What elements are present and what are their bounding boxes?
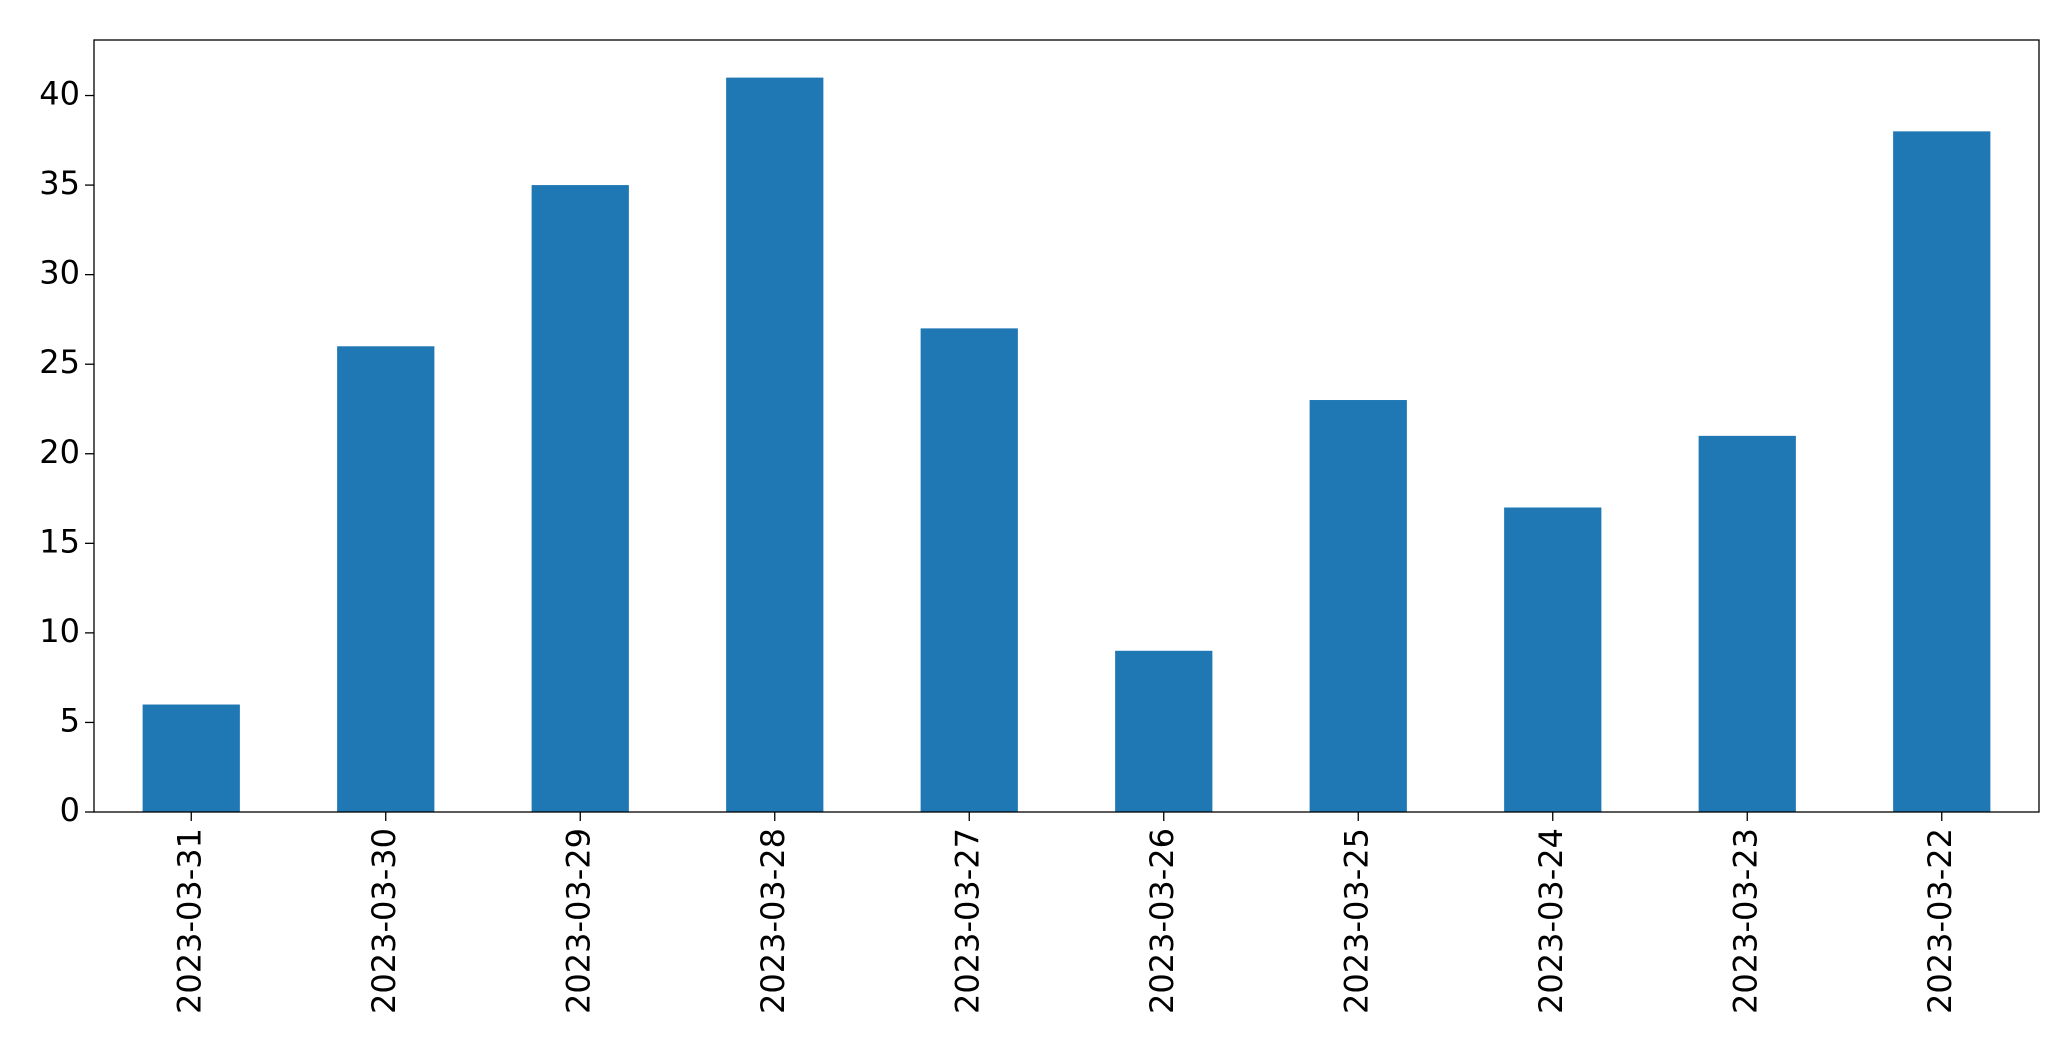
- bar: [1309, 400, 1407, 812]
- y-tick-label: 35: [39, 164, 80, 202]
- y-tick-label: 40: [39, 75, 80, 113]
- y-tick-label: 15: [39, 522, 80, 560]
- bar: [1504, 507, 1602, 812]
- y-tick-label: 20: [39, 433, 80, 471]
- bar: [920, 328, 1018, 812]
- x-tick-label: 2023-03-31: [170, 828, 208, 1014]
- x-tick-label: 2023-03-28: [754, 828, 792, 1014]
- plot-frame: [93, 39, 2040, 813]
- x-tick-label: 2023-03-29: [559, 828, 597, 1014]
- bar: [1115, 650, 1213, 812]
- x-tick-label: 2023-03-24: [1532, 828, 1570, 1014]
- bar: [1698, 435, 1796, 812]
- bar: [726, 77, 824, 812]
- x-tick-label: 2023-03-22: [1921, 828, 1959, 1014]
- y-tick-label: 10: [39, 612, 80, 650]
- x-tick-label: 2023-03-30: [365, 828, 403, 1014]
- bar: [337, 346, 435, 812]
- y-tick-label: 5: [60, 701, 80, 739]
- bar: [1893, 131, 1991, 812]
- y-tick-label: 25: [39, 343, 80, 381]
- bar: [531, 185, 629, 813]
- x-tick-label: 2023-03-23: [1726, 828, 1764, 1014]
- x-tick-label: 2023-03-27: [948, 828, 986, 1014]
- y-tick-label: 30: [39, 254, 80, 292]
- bar: [142, 704, 240, 812]
- x-tick-label: 2023-03-26: [1143, 828, 1181, 1014]
- x-tick-label: 2023-03-25: [1337, 828, 1375, 1014]
- y-tick-label: 0: [60, 791, 80, 829]
